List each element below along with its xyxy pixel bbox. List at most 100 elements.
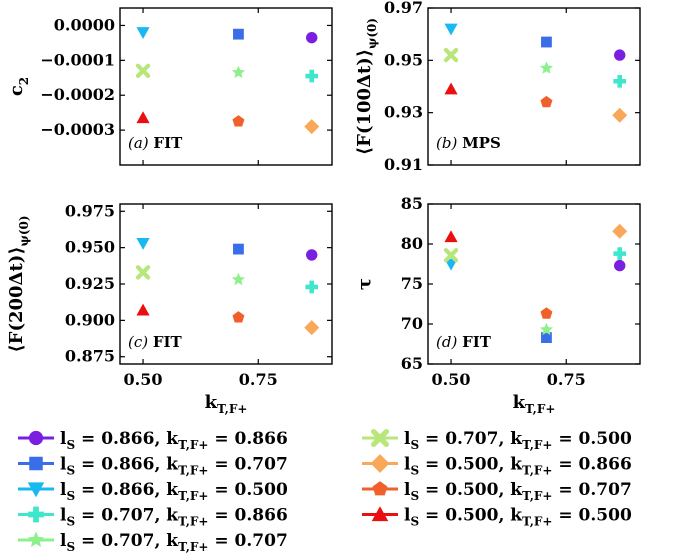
legend-label: lS = 0.866, kT,F+ = 0.707 (60, 455, 288, 478)
legend-marker-plus (28, 506, 44, 523)
legend-marker-diamond (370, 454, 390, 473)
y-tick-label: 0.91 (384, 155, 423, 174)
data-point-star (539, 61, 554, 74)
legend-label: lS = 0.500, kT,F+ = 0.866 (404, 455, 632, 478)
data-point-diamond (304, 320, 320, 336)
x-tick-label: 0.75 (547, 370, 586, 389)
legend-label: lS = 0.500, kT,F+ = 0.500 (404, 506, 632, 529)
data-point-square (541, 332, 552, 343)
data-point-star (539, 322, 554, 336)
y-tick-label: −0.0001 (40, 50, 115, 69)
legend-marker-triangle-up (371, 506, 389, 522)
y-axis-label: ⟨F(200Δt)⟩ψ(0) (6, 215, 31, 352)
legend-label: lS = 0.707, kT,F+ = 0.500 (404, 429, 632, 452)
legend-entry: lS = 0.500, kT,F+ = 0.866 (362, 454, 632, 478)
data-point-plus (613, 247, 627, 260)
data-point-pentagon (232, 115, 245, 127)
y-tick-label: 0.93 (384, 103, 423, 122)
y-tick-label: 0.875 (65, 347, 115, 366)
data-point-diamond (304, 119, 320, 135)
legend-label: lS = 0.866, kT,F+ = 0.500 (60, 480, 288, 503)
y-tick-label: −0.0003 (40, 120, 115, 139)
data-point-square (233, 243, 244, 255)
y-tick-label: 0.950 (65, 238, 115, 257)
data-point-diamond (612, 223, 628, 239)
legend-marker-circle (28, 430, 44, 446)
panel-label: (a) FIT (128, 134, 183, 152)
data-point-triangle-down (444, 23, 458, 36)
data-point-triangle-down (136, 27, 150, 40)
data-point-pentagon (232, 311, 245, 323)
data-point-plus (305, 69, 319, 83)
y-tick-label: 85 (401, 194, 423, 213)
y-tick-label: −0.0002 (40, 85, 115, 104)
y-tick-label: 65 (401, 354, 423, 373)
data-point-circle (614, 49, 626, 61)
data-point-circle (614, 259, 626, 272)
data-point-circle (306, 31, 318, 44)
x-tick-label: 0.75 (239, 370, 278, 389)
legend-marker-pentagon (372, 481, 388, 496)
legend-marker-star (27, 531, 45, 547)
y-axis-label: c2 (6, 77, 31, 96)
legend-label: lS = 0.707, kT,F+ = 0.707 (60, 531, 288, 554)
legend-entry: lS = 0.500, kT,F+ = 0.707 (362, 480, 632, 503)
data-point-triangle-up (444, 82, 458, 95)
y-tick-label: 80 (401, 234, 423, 253)
y-tick-label: 70 (401, 314, 423, 333)
legend-marker-x (371, 429, 389, 447)
data-point-star (231, 272, 246, 286)
data-point-triangle-up (136, 303, 150, 316)
legend-marker-triangle-down (27, 482, 45, 498)
y-axis-label: ⟨F(100Δt)⟩ψ(0) (354, 18, 379, 155)
data-point-x (443, 248, 459, 263)
data-point-square (233, 28, 244, 40)
data-point-x (443, 47, 459, 63)
legend-entry: lS = 0.500, kT,F+ = 0.500 (362, 506, 632, 529)
data-point-pentagon (540, 95, 553, 108)
x-axis-label: kT,F+ (513, 392, 556, 416)
y-tick-label: 0.95 (384, 50, 423, 69)
legend-label: lS = 0.500, kT,F+ = 0.707 (404, 480, 632, 503)
y-tick-label: 0.0000 (54, 15, 115, 34)
y-axis-label: τ (354, 278, 375, 290)
panel-b: 0.91 0.93 0.95 0.97 ⟨F(100Δt)⟩ψ(0) (b) MPS (354, 0, 641, 174)
x-tick-label: 0.50 (432, 370, 471, 389)
data-point-square (541, 36, 552, 48)
data-point-triangle-down (136, 237, 150, 250)
legend-label: lS = 0.707, kT,F+ = 0.866 (60, 506, 288, 529)
data-point-triangle-up (444, 230, 458, 243)
axes-frame (119, 7, 333, 166)
y-tick-label: 0.975 (65, 201, 115, 220)
data-point-pentagon (540, 307, 553, 319)
data-point-triangle-up (136, 111, 150, 124)
legend-marker-square (29, 456, 43, 471)
legend-entry: lS = 0.707, kT,F+ = 0.866 (18, 506, 288, 529)
data-point-x (135, 63, 151, 78)
data-point-diamond (612, 107, 628, 123)
panel-label: (b) MPS (436, 134, 501, 152)
x-axis-label: kT,F+ (205, 392, 248, 416)
legend-entry: lS = 0.707, kT,F+ = 0.707 (18, 531, 288, 554)
legend-entry: lS = 0.866, kT,F+ = 0.866 (18, 429, 288, 452)
legend-label: lS = 0.866, kT,F+ = 0.866 (60, 429, 288, 452)
panel-a: 0.0000 −0.0001 −0.0002 −0.0003 c2 (a) FIT (6, 7, 333, 166)
legend-entry: lS = 0.866, kT,F+ = 0.500 (18, 480, 288, 503)
data-point-star (231, 65, 246, 79)
legend: lS = 0.866, kT,F+ = 0.866 lS = 0.866, kT,… (18, 429, 632, 554)
panel-label: (d) FIT (436, 333, 492, 351)
legend-entry: lS = 0.707, kT,F+ = 0.500 (362, 429, 632, 452)
legend-entry: lS = 0.866, kT,F+ = 0.707 (18, 455, 288, 478)
data-point-plus (305, 280, 319, 294)
panel-label: (c) FIT (128, 333, 183, 351)
axes-frame (427, 7, 641, 166)
data-point-triangle-down (444, 258, 458, 271)
x-tick-label: 0.50 (124, 370, 163, 389)
panel-d: 65 70 75 80 85 0.50 0.75 τ kT,F+ (d) FIT (354, 194, 641, 416)
y-tick-label: 0.97 (384, 0, 423, 17)
panel-c: 0.875 0.900 0.925 0.950 0.975 0.50 0.75 ⟨F(200Δ… (6, 201, 333, 416)
y-tick-label: 0.925 (65, 274, 115, 293)
data-point-x (135, 265, 151, 280)
y-tick-label: 75 (401, 274, 423, 293)
